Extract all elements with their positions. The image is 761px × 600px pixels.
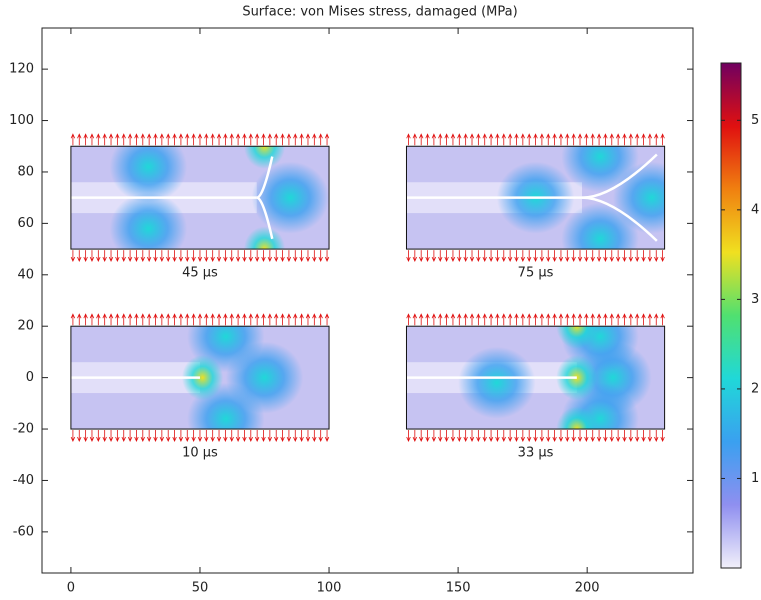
crack-branch xyxy=(581,196,658,242)
stress-region xyxy=(458,346,536,419)
load-arrows xyxy=(406,133,665,263)
stress-concentration xyxy=(243,226,286,250)
load-arrows xyxy=(70,313,330,443)
y-tick-label: 40 xyxy=(17,267,34,282)
x-tick-label: 50 xyxy=(192,581,209,596)
colorbar xyxy=(720,62,742,569)
stress-concentration xyxy=(243,146,286,169)
panel: 33 µs xyxy=(405,313,666,461)
stress-region xyxy=(109,146,188,203)
panel-field xyxy=(70,326,330,430)
colorbar-tick-label: 4 xyxy=(751,202,759,217)
y-tick-label: 0 xyxy=(26,370,34,385)
y-tick-label: 80 xyxy=(17,164,34,179)
plot-frame xyxy=(41,27,694,574)
stress-region xyxy=(109,192,188,250)
panel-label: 10 µs xyxy=(182,446,218,461)
stress-region xyxy=(612,161,665,234)
panel-field xyxy=(406,146,665,250)
panel: 75 µs xyxy=(405,133,666,281)
x-tick-label: 0 xyxy=(67,581,75,596)
y-tick-label: 60 xyxy=(17,216,34,231)
crack-branch xyxy=(256,196,274,240)
colorbar-tick-label: 2 xyxy=(751,381,759,396)
colorbar-tick-label: 3 xyxy=(751,292,759,307)
panel-field xyxy=(70,146,330,250)
panel-border xyxy=(70,325,330,430)
y-tick-label: -20 xyxy=(13,422,34,437)
panel-label: 75 µs xyxy=(518,266,554,281)
panel-label: 33 µs xyxy=(518,446,554,461)
y-tick-label: -40 xyxy=(13,473,34,488)
panel-border xyxy=(405,145,666,250)
y-tick-label: 100 xyxy=(9,113,34,128)
x-tick-label: 200 xyxy=(575,581,600,596)
load-arrows xyxy=(406,313,665,443)
stress-concentration xyxy=(556,406,598,430)
load-arrows xyxy=(70,133,330,263)
x-tick-label: 150 xyxy=(446,581,471,596)
panel-field xyxy=(406,326,665,430)
stress-concentration xyxy=(181,355,224,401)
panel: 10 µs xyxy=(70,313,330,461)
panel-border xyxy=(70,145,330,250)
x-tick-label: 100 xyxy=(317,581,342,596)
y-tick-label: -60 xyxy=(13,524,34,539)
colorbar-tick-label: 5 xyxy=(751,113,759,128)
y-tick-label: 120 xyxy=(9,62,34,77)
y-tick-label: 20 xyxy=(17,319,34,334)
panel: 45 µs xyxy=(70,133,330,281)
stress-region xyxy=(251,161,330,234)
colorbar-tick-label: 1 xyxy=(751,471,759,486)
panel-border xyxy=(405,325,666,430)
chart-title: Surface: von Mises stress, damaged (MPa) xyxy=(242,5,517,20)
panel-label: 45 µs xyxy=(182,266,218,281)
stress-concentration xyxy=(556,326,598,349)
